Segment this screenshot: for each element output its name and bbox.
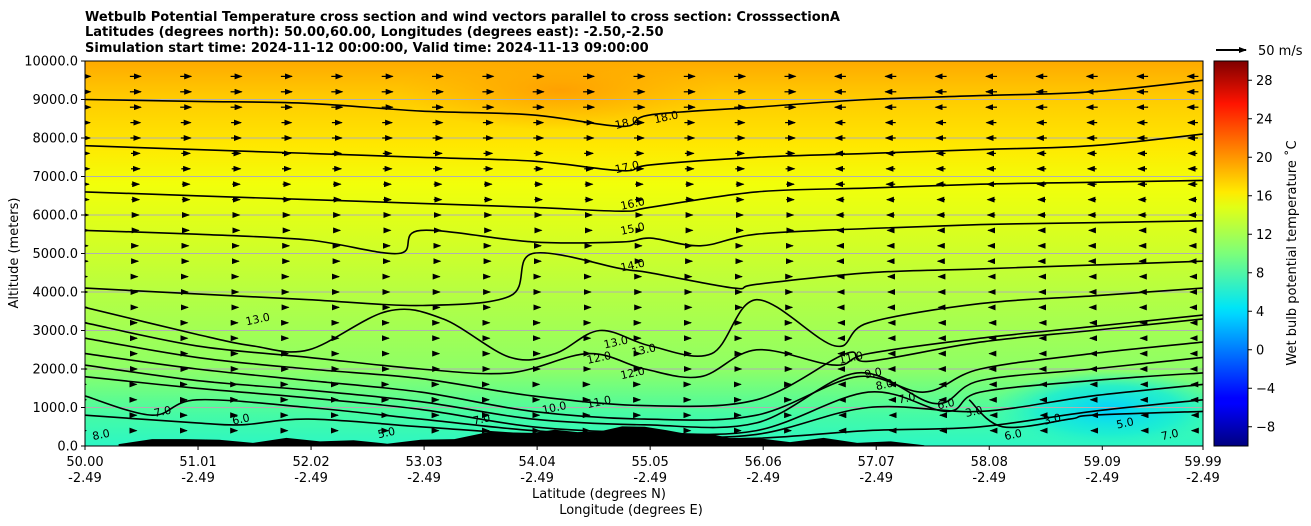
quiver-key-label: 50 m/s [1258,44,1303,59]
x-tick-lat-0: 50.00 [66,455,103,470]
colorbar-label: Wet bulb potential temperature ˚C [1284,140,1300,365]
colorbar-tick-label-0: −8 [1256,420,1275,435]
contour-label-19: 7.0 [897,390,917,406]
x-tick-lon-4: -2.49 [520,471,554,486]
contour-label-10: 12.0 [619,364,646,382]
contour-line-9.0 [85,356,1203,429]
contour-label-9: 12.0 [586,349,613,367]
x-tick-lon-3: -2.49 [407,471,441,486]
contour-label-15: 8.0 [875,377,895,393]
contour-label-20: 7.0 [1160,427,1180,443]
colorbar [1213,60,1249,447]
colorbar-tick-label-6: 16 [1256,189,1273,204]
x-tick-lon-9: -2.49 [1085,471,1119,486]
colorbar-tick-label-2: 0 [1256,343,1264,358]
x-tick-lat-6: 56.06 [745,455,782,470]
contour-line-12.0 [85,314,1203,379]
terrain-silhouette [118,426,925,446]
x-tick-lon-0: -2.49 [68,471,102,486]
colorbar-tick-label-1: −4 [1256,382,1275,397]
chart-title-line-1: Wetbulb Potential Temperature cross sect… [85,10,840,25]
x-tick-lon-7: -2.49 [859,471,893,486]
x-tick-lat-4: 54.04 [519,455,556,470]
x-tick-lat-9: 59.09 [1084,455,1121,470]
chart-title-line-3: Simulation start time: 2024-11-12 00:00:… [85,41,649,56]
x-tick-lon-10: -2.49 [1186,471,1220,486]
contour-label-8: 13.0 [630,341,657,359]
y-tick-label-10: 10000.0 [24,55,78,70]
plot-area: 18.0 18.017.016.015.014.013.013.0 13.012.0… [85,61,1203,446]
x-axis-label-lat: Latitude (degrees N) [532,487,666,502]
x-tick-lon-2: -2.49 [294,471,328,486]
x-axis: 50.00-2.4951.01-2.4952.02-2.4953.03-2.49… [66,446,1222,486]
colorbar-tick-label-9: 28 [1256,74,1273,89]
contour-label-3: 16.0 [619,195,646,213]
contour-label-27: 3.0 [1042,411,1062,427]
contour-line-3.0 [968,399,1203,429]
y-tick-label-7: 7000.0 [33,170,79,185]
chart-title-line-2: Latitudes (degrees north): 50.00,60.00, … [85,25,664,40]
colorbar-ticks: −8 −4 0 4 8 12 16 20 24 28 [1248,74,1275,435]
x-tick-lat-7: 57.07 [858,455,895,470]
contour-label-0: 18.0 [614,114,641,132]
x-tick-lon-1: -2.49 [181,471,215,486]
x-tick-lat-2: 52.02 [292,455,329,470]
contour-label-13: 10.0 [541,399,568,417]
x-tick-lon-5: -2.49 [633,471,667,486]
colorbar-tick-label-5: 12 [1256,228,1273,243]
contour-label-17: 7.0 [153,404,173,420]
wind-vectors [85,73,1199,434]
contour-label-12: 11.0 [838,349,865,367]
y-tick-label-6: 6000.0 [33,209,79,224]
x-tick-lat-1: 51.01 [179,455,216,470]
contour-label-2: 17.0 [614,158,641,176]
y-tick-label-3: 3000.0 [33,324,79,339]
x-tick-lon-6: -2.49 [746,471,780,486]
colorbar-tick-label-3: 4 [1256,305,1264,320]
contour-label-16: 8.0 [91,427,111,443]
x-tick-lat-8: 58.08 [971,455,1008,470]
contour-label-1: 18.0 [653,108,680,126]
y-tick-label-4: 4000.0 [33,286,79,301]
contour-label-5: 14.0 [619,257,646,275]
contour-line-13.0 [85,287,1203,361]
y-axis: 0.0 1000.0 2000.0 3000.0 4000.0 5000.0 6000.0 7… [24,55,85,455]
contour-label-14: 9.0 [863,365,883,381]
y-tick-label-8: 8000.0 [33,132,79,147]
y-tick-label-5: 5000.0 [33,247,79,262]
x-tick-lon-8: -2.49 [972,471,1006,486]
contour-line-18.0 [85,79,1203,128]
y-tick-label-0: 0.0 [57,440,78,455]
contour-label-21: 6.0 [231,411,251,427]
contour-line-15.0 [85,220,1203,255]
contour-label-18: 7.0 [472,411,492,427]
colorbar-tick-label-7: 20 [1256,151,1273,166]
contour-line-14.0 [85,251,1203,307]
contour-label-26: 3.0 [964,404,984,420]
y-tick-label-2: 2000.0 [33,363,79,378]
contour-label-6: 13.0 [244,310,271,328]
y-tick-label-9: 9000.0 [33,93,79,108]
contour-label-23: 6.0 [1003,427,1023,443]
colorbar-tick-label-8: 24 [1256,112,1273,127]
x-tick-lat-5: 55.05 [632,455,669,470]
x-axis-label-lon: Longitude (degrees E) [559,503,703,518]
contour-labels: 18.0 18.017.016.015.014.013.013.0 13.012.0… [91,108,1180,443]
contour-label-4: 15.0 [619,220,646,238]
contour-label-24: 5.0 [377,425,397,441]
colorbar-tick-label-4: 8 [1256,266,1264,281]
y-tick-label-1: 1000.0 [33,401,79,416]
contour-label-25: 5.0 [1115,415,1135,431]
y-axis-label: Altitude (meters) [7,198,22,309]
contour-line-10.0 [85,341,1203,421]
x-tick-lat-3: 53.03 [405,455,442,470]
contour-label-7: 13.0 [603,334,630,352]
contour-label-11: 11.0 [586,393,613,411]
contour-label-22: 6.0 [936,396,956,412]
x-tick-lat-10: 59.99 [1184,455,1221,470]
